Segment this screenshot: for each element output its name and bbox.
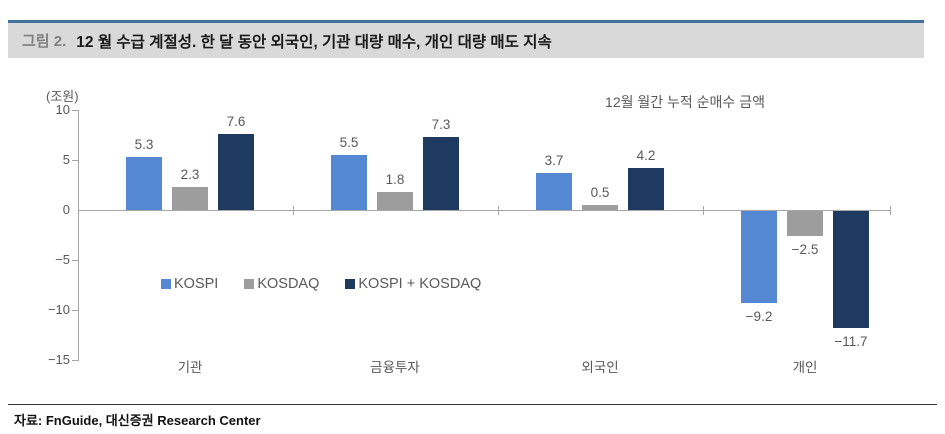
y-tick-mark [72, 360, 78, 361]
x-tick-mark [702, 206, 704, 215]
y-axis-line [78, 110, 79, 361]
bar-value-label: 4.2 [636, 148, 656, 163]
y-tick-mark [72, 260, 78, 261]
bar-value-label: 1.8 [385, 172, 405, 187]
bar-value-label: 0.5 [590, 185, 610, 200]
legend-label: KOSPI [174, 276, 219, 292]
y-tick-label: 5 [62, 152, 70, 167]
source-text: 자료: FnGuide, 대신증권 Research Center [14, 413, 261, 428]
bar-value-label: 2.3 [180, 167, 200, 182]
y-tick-label: −5 [55, 252, 70, 267]
bar-value-label: −9.2 [745, 309, 773, 324]
figure-header: 그림 2. 12 월 수급 계절성. 한 달 동안 외국인, 기관 대량 매수,… [8, 20, 924, 58]
chart-legend: KOSPI KOSDAQ KOSPI + KOSDAQ [161, 276, 481, 292]
bar-value-label: 5.3 [134, 137, 154, 152]
y-tick-label: −10 [47, 302, 70, 317]
chart-annotation: 12월 월간 누적 순매수 금액 [605, 94, 765, 110]
x-axis-zero-line [78, 210, 890, 211]
category-label-기관: 기관 [177, 360, 203, 375]
bar-KOSPI-개인 [741, 211, 777, 303]
bar-KOSDAQ-금융투자 [377, 192, 413, 210]
category-label-금융투자: 금융투자 [370, 360, 420, 375]
legend-swatch-icon [345, 279, 356, 289]
y-tick-mark [72, 310, 78, 311]
y-tick-label: 10 [55, 102, 70, 117]
bar-value-label: 5.5 [339, 135, 359, 150]
y-tick-mark [72, 160, 78, 161]
legend-item-KOSDAQ: KOSDAQ [244, 276, 319, 292]
x-tick-mark [497, 206, 499, 215]
bar-KOSPI+KOSDAQ-개인 [833, 211, 869, 328]
legend-label: KOSPI + KOSDAQ [358, 276, 482, 292]
bar-value-label: −2.5 [791, 242, 819, 257]
legend-item-KOSPI: KOSPI [161, 276, 218, 292]
bar-KOSPI-기관 [126, 157, 162, 210]
legend-label: KOSDAQ [257, 276, 320, 292]
bar-KOSPI+KOSDAQ-외국인 [628, 168, 664, 210]
y-tick-label: −15 [47, 352, 70, 367]
legend-swatch-icon [244, 279, 255, 289]
bar-KOSPI-금융투자 [331, 155, 367, 210]
bar-value-label: 3.7 [544, 153, 564, 168]
bar-KOSDAQ-개인 [787, 211, 823, 236]
x-tick-mark [292, 206, 294, 215]
bar-KOSPI-외국인 [536, 173, 572, 210]
bar-value-label: −11.7 [834, 334, 868, 349]
figure-number-label: 그림 2. [22, 33, 67, 50]
bar-value-label: 7.6 [226, 114, 246, 129]
category-label-외국인: 외국인 [581, 360, 619, 375]
figure-title: 12 월 수급 계절성. 한 달 동안 외국인, 기관 대량 매수, 개인 대량… [76, 33, 552, 51]
bar-KOSPI+KOSDAQ-금융투자 [423, 137, 459, 210]
bar-value-label: 7.3 [431, 117, 451, 132]
y-axis-unit-label: (조원) [46, 89, 79, 104]
bar-KOSDAQ-기관 [172, 187, 208, 210]
legend-item-KOSPI+KOSDAQ: KOSPI + KOSDAQ [345, 276, 481, 292]
bar-KOSDAQ-외국인 [582, 205, 618, 210]
bar-KOSPI+KOSDAQ-기관 [218, 134, 254, 210]
footer-divider [8, 404, 937, 405]
y-tick-mark [72, 110, 78, 111]
category-label-개인: 개인 [792, 360, 818, 375]
y-tick-label: 0 [62, 202, 70, 217]
legend-swatch-icon [161, 279, 171, 289]
x-tick-mark [890, 206, 891, 215]
